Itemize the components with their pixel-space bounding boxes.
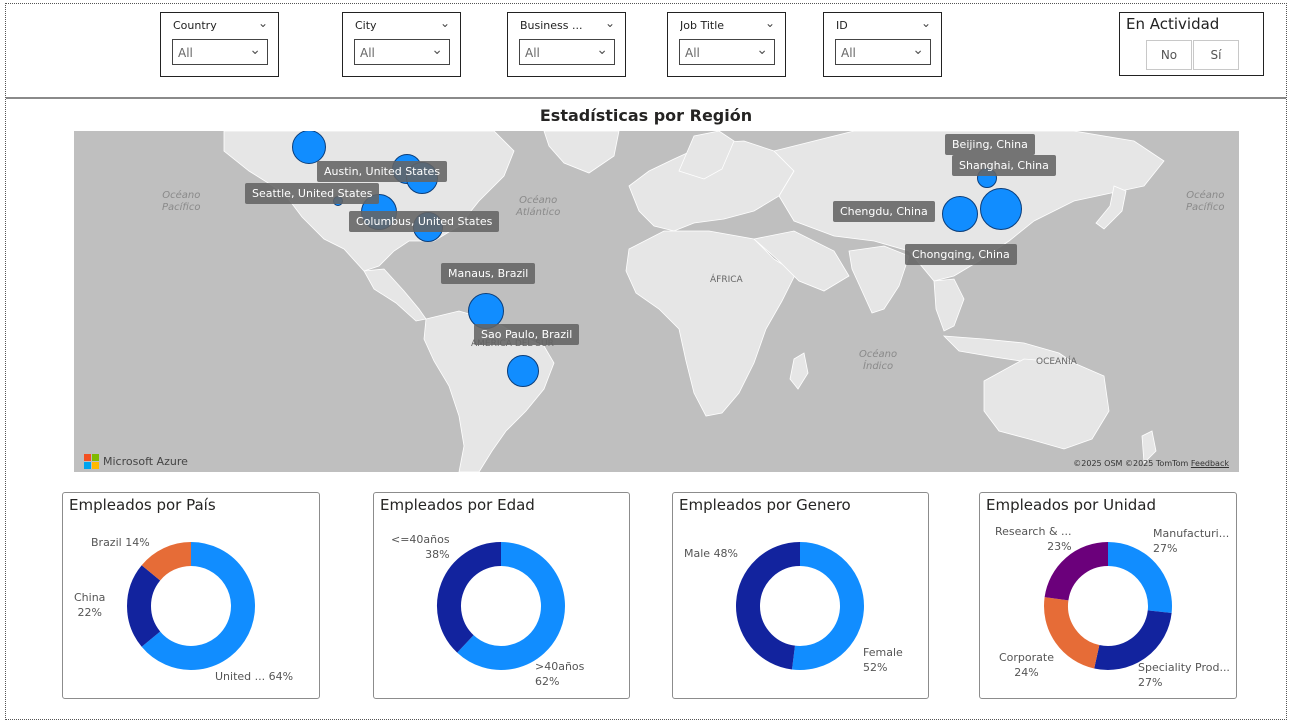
map-visual[interactable]: Océano Pacífico Océano Atlántico Océano Pac… [74, 131, 1239, 472]
map-copyright: ©2025 OSM ©2025 TomTom Feedback [1073, 459, 1229, 468]
city-dropdown[interactable]: All ⌄ [354, 39, 450, 65]
chevron-down-icon: ⌄ [912, 42, 924, 58]
ocean-label: Océano Índico [859, 349, 898, 372]
city-label: Manaus, Brazil [441, 263, 536, 284]
donut-slice[interactable] [791, 542, 864, 670]
donut-slice[interactable] [1107, 542, 1172, 613]
region-label: OCEANÍA [1036, 357, 1077, 367]
data-label: Speciality Prod... 27% [1138, 661, 1230, 689]
chevron-down-icon[interactable]: ⌄ [604, 16, 615, 30]
job-title-dropdown[interactable]: All ⌄ [679, 39, 775, 65]
data-label: >40años 62% [535, 660, 585, 688]
job-title-slicer[interactable]: Job Title ⌄ All ⌄ [667, 12, 786, 77]
slicer-label: ID [836, 19, 848, 32]
header-divider [6, 97, 1286, 99]
donut-slice[interactable] [141, 542, 255, 670]
city-label: Columbus, United States [349, 211, 500, 232]
donut-slice[interactable] [141, 542, 192, 581]
donut-chart-edad[interactable] [374, 493, 631, 700]
chevron-down-icon: ⌄ [596, 42, 608, 58]
chevron-down-icon[interactable]: ⌄ [920, 16, 931, 30]
map-bubble[interactable] [980, 188, 1022, 230]
data-label: Female 52% [863, 646, 903, 674]
chart-title: Empleados por Unidad [986, 496, 1157, 514]
data-label: Research & ... 23% [995, 525, 1072, 553]
chart-card-pais[interactable]: Empleados por País Brazil 14% China 22% U… [62, 492, 320, 699]
data-label: Brazil 14% [91, 536, 150, 549]
donut-slice[interactable] [1094, 609, 1172, 670]
activity-title: En Actividad [1126, 15, 1220, 33]
city-label: Chengdu, China [833, 201, 935, 222]
activity-no-button[interactable]: No [1146, 40, 1192, 70]
map-title: Estadísticas por Región [539, 106, 753, 125]
chevron-down-icon[interactable]: ⌄ [764, 16, 775, 30]
donut-slice[interactable] [736, 542, 801, 670]
chart-card-genero[interactable]: Empleados por Genero Male 48% Female 52% [672, 492, 929, 699]
slicer-label: Country [173, 19, 217, 32]
city-slicer[interactable]: City ⌄ All ⌄ [342, 12, 461, 77]
data-label: Male 48% [684, 547, 739, 560]
donut-chart-genero[interactable] [673, 493, 930, 700]
city-label: Chongqing, China [905, 244, 1017, 265]
chart-card-unidad[interactable]: Empleados por Unidad Research & ... 23% M… [979, 492, 1237, 699]
slicer-label: City [355, 19, 377, 32]
slicer-label: Business ... [520, 19, 583, 32]
ocean-label: Océano Pacífico [1186, 190, 1225, 213]
donut-slice[interactable] [127, 565, 161, 647]
country-slicer[interactable]: Country ⌄ All ⌄ [160, 12, 279, 77]
slicer-label: Job Title [680, 19, 725, 32]
data-label: Manufacturi... 27% [1153, 527, 1230, 555]
provider-text: Microsoft Azure [103, 455, 188, 468]
city-label: Beijing, China [945, 134, 1035, 155]
map-bubble[interactable] [507, 355, 539, 387]
chart-title: Empleados por País [69, 496, 216, 514]
data-label: United ... 64% [215, 670, 294, 683]
chevron-down-icon: ⌄ [756, 42, 768, 58]
slicer-value: All [525, 46, 540, 60]
data-label: Corporate 24% [999, 651, 1054, 679]
activity-slicer: En Actividad No Sí [1119, 12, 1264, 76]
chevron-down-icon[interactable]: ⌄ [439, 16, 450, 30]
city-label: Shanghai, China [952, 155, 1056, 176]
donut-chart-unidad[interactable] [980, 493, 1238, 700]
donut-slice[interactable] [437, 542, 502, 653]
id-dropdown[interactable]: All ⌄ [835, 39, 931, 65]
slicer-value: All [178, 46, 193, 60]
ocean-label: Océano Atlántico [516, 195, 561, 218]
copyright-text: ©2025 OSM ©2025 TomTom [1073, 459, 1189, 468]
donut-slice[interactable] [457, 542, 565, 670]
chevron-down-icon: ⌄ [249, 42, 261, 58]
business-dropdown[interactable]: All ⌄ [519, 39, 615, 65]
slicer-value: All [685, 46, 700, 60]
chart-title: Empleados por Genero [679, 496, 851, 514]
data-label: <=40años 38% [391, 533, 450, 561]
map-provider: Microsoft Azure [84, 454, 188, 469]
donut-slice[interactable] [1044, 597, 1100, 669]
region-label: ÁFRICA [710, 275, 743, 285]
report-canvas [5, 3, 1287, 720]
activity-yes-button[interactable]: Sí [1193, 40, 1239, 70]
ocean-label: Océano Pacífico [162, 190, 201, 213]
chevron-down-icon: ⌄ [431, 42, 443, 58]
feedback-link[interactable]: Feedback [1190, 459, 1229, 468]
chart-card-edad[interactable]: Empleados por Edad <=40años 38% >40años 62… [373, 492, 630, 699]
map-bubble[interactable] [942, 196, 978, 232]
chart-title: Empleados por Edad [380, 496, 535, 514]
city-label: Sao Paulo, Brazil [474, 324, 580, 345]
id-slicer[interactable]: ID ⌄ All ⌄ [823, 12, 942, 77]
country-dropdown[interactable]: All ⌄ [172, 39, 268, 65]
data-label: China 22% [74, 591, 106, 619]
microsoft-logo-icon [84, 454, 99, 469]
slicer-value: All [841, 46, 856, 60]
city-label: Austin, United States [317, 161, 448, 182]
map-bubble[interactable] [292, 131, 326, 164]
donut-chart-pais[interactable] [63, 493, 321, 700]
slicer-value: All [360, 46, 375, 60]
chevron-down-icon[interactable]: ⌄ [257, 16, 268, 30]
donut-slice[interactable] [1044, 542, 1109, 602]
business-slicer[interactable]: Business ... ⌄ All ⌄ [507, 12, 626, 77]
city-label: Seattle, United States [245, 183, 380, 204]
